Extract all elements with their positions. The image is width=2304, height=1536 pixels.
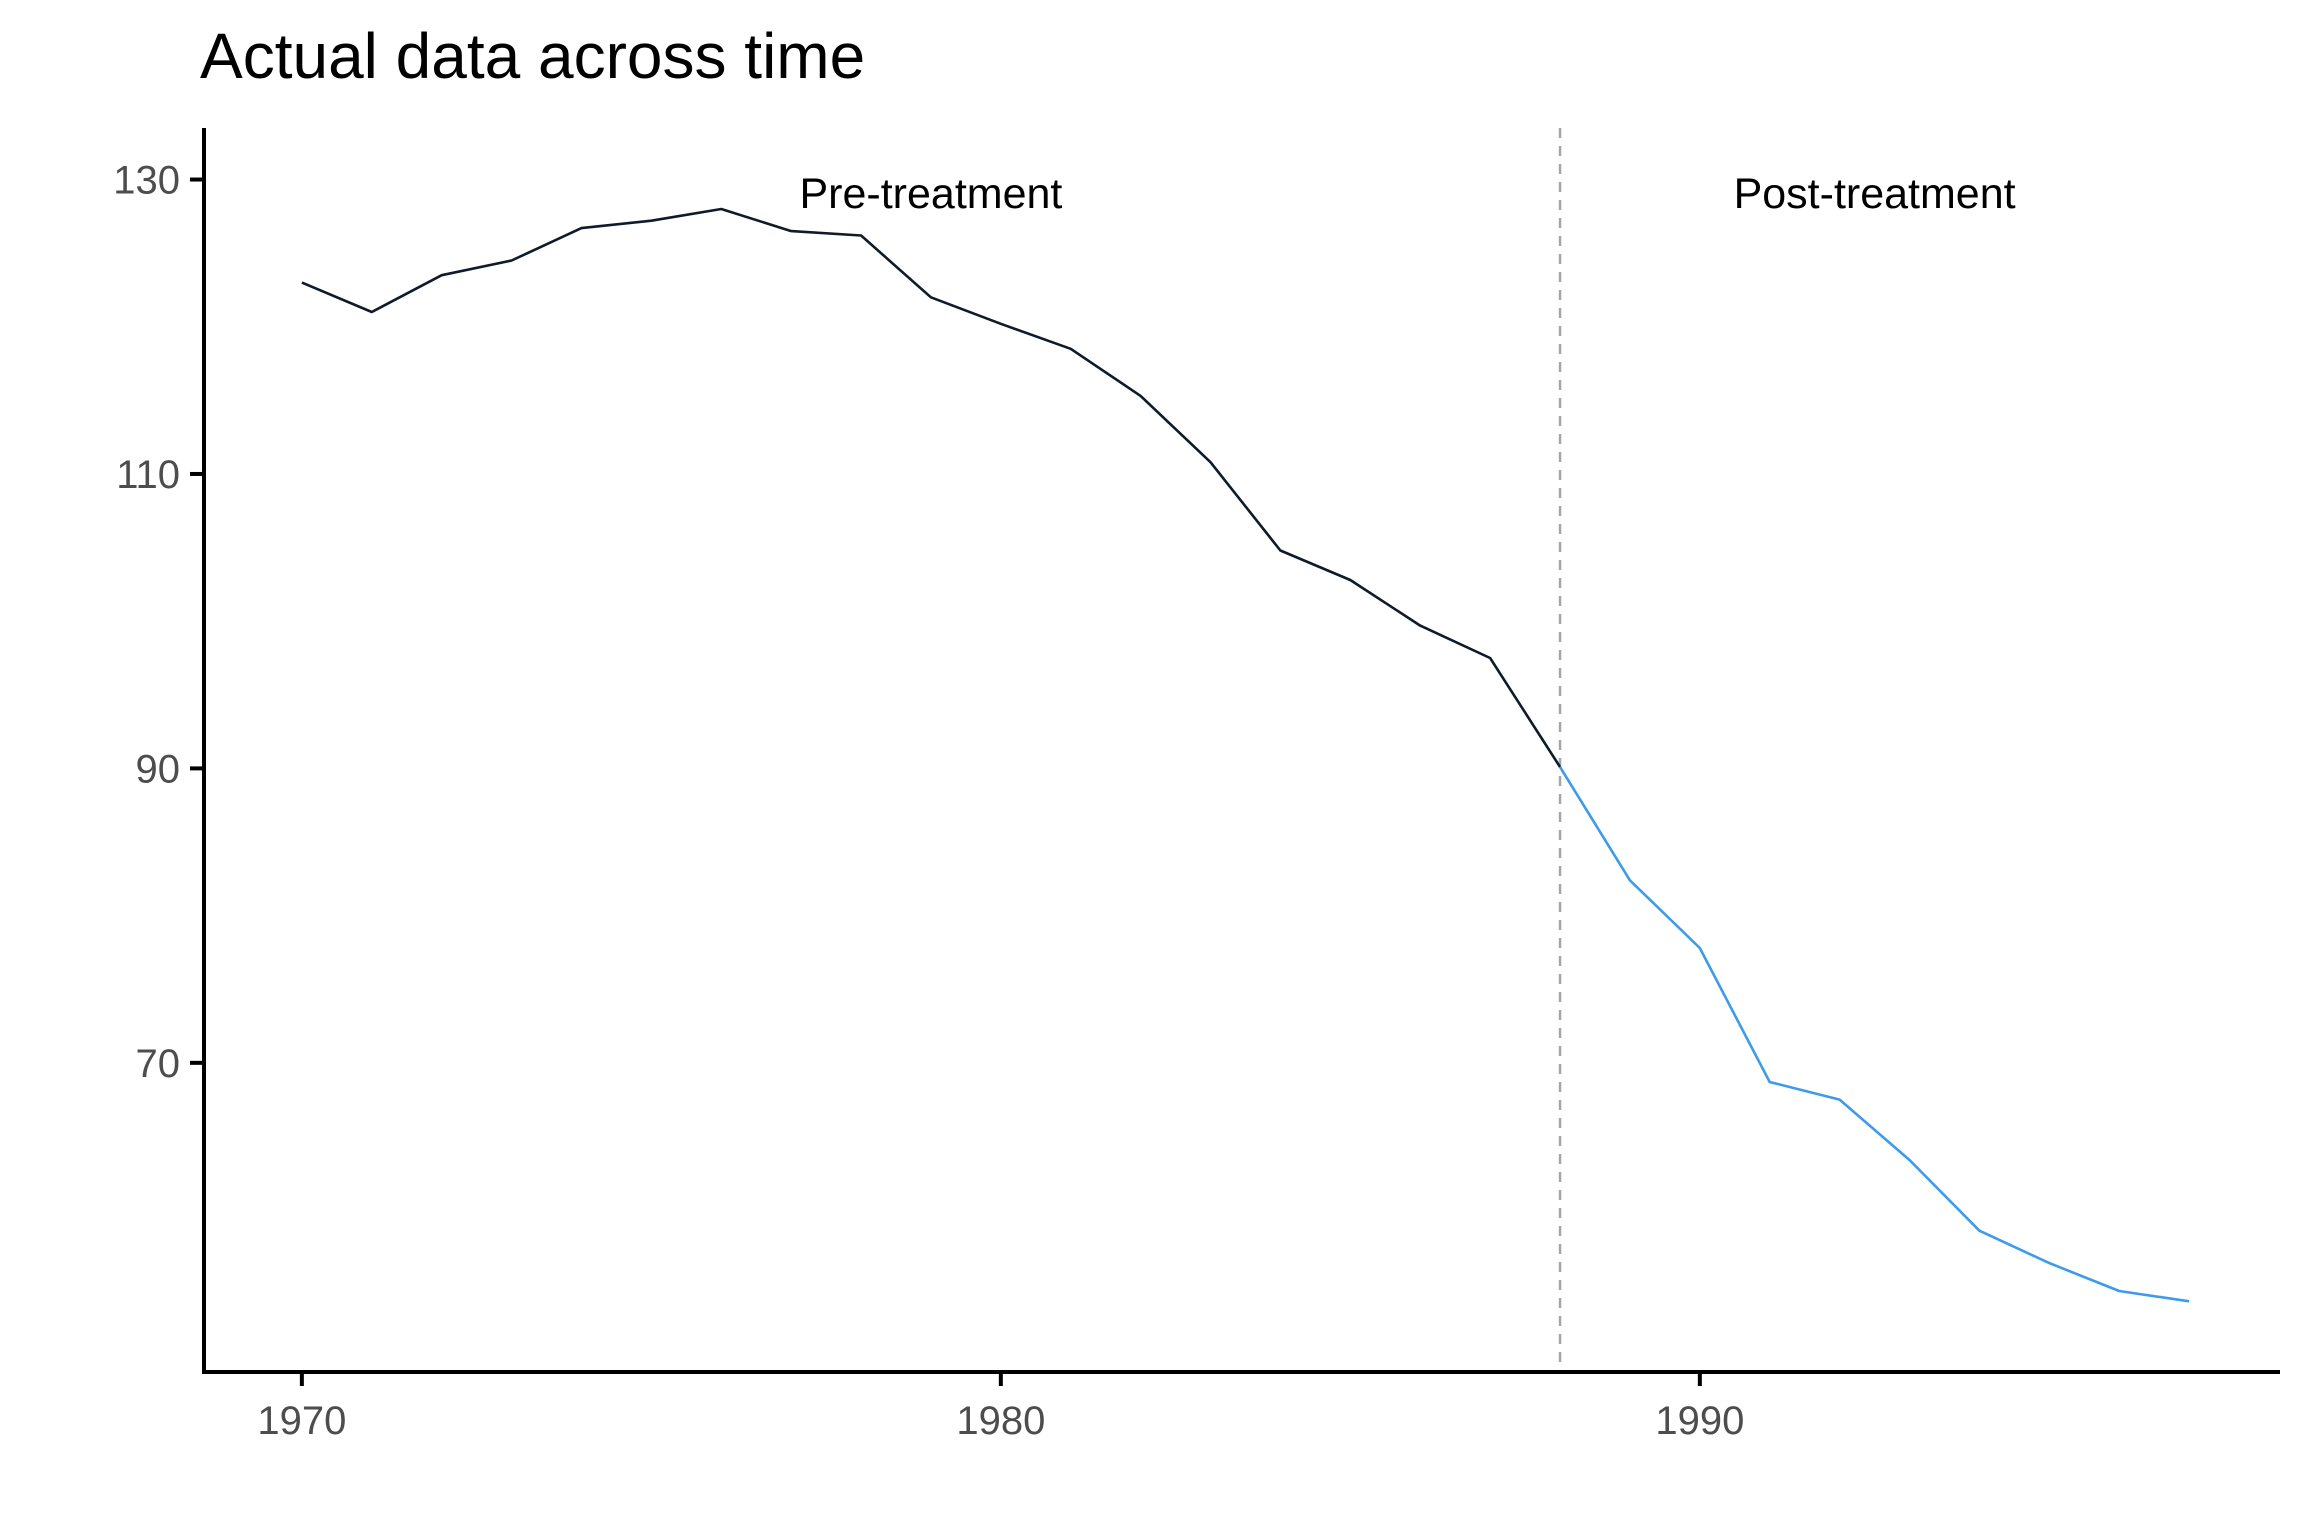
x-tick-label: 1970 <box>257 1399 346 1443</box>
x-tick-label: 1990 <box>1655 1399 1744 1443</box>
plot-area <box>301 128 2190 1372</box>
pre-treatment-label: Pre-treatment <box>800 170 1063 218</box>
chart-title: Actual data across time <box>200 20 865 92</box>
series-line-1 <box>1558 766 2190 1303</box>
axes: 70 90 110 130 1970 1980 1990 <box>113 128 2280 1443</box>
y-tick-label: 110 <box>116 453 180 497</box>
x-tick-label: 1980 <box>956 1399 1045 1443</box>
series-line-0 <box>301 207 1562 768</box>
y-tick-label: 130 <box>113 159 180 203</box>
y-tick-label: 90 <box>136 747 181 791</box>
annotations: Pre-treatment Post-treatment <box>800 170 2016 218</box>
y-tick-label: 70 <box>136 1042 181 1086</box>
post-treatment-label: Post-treatment <box>1734 170 2016 218</box>
